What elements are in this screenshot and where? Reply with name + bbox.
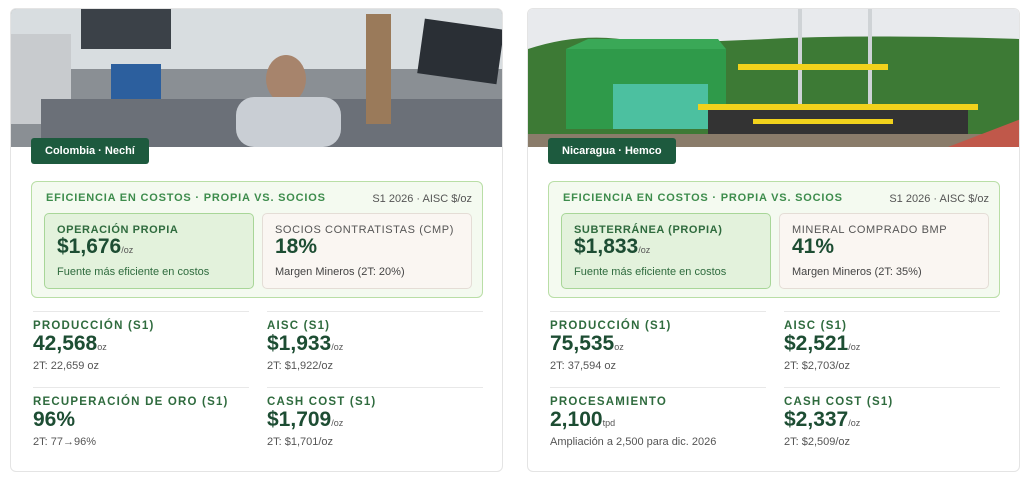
value-number: $2,337 [784,408,849,431]
value: 96% [33,408,75,432]
value-number: 75,535 [550,332,615,355]
value-number: $2,521 [784,332,849,355]
metric: PRODUCCIÓN (S1) 42,568oz 2T: 22,659 oz [33,311,249,381]
metric-label: CASH COST (S1) [784,396,894,408]
metric: CASH COST (S1) $1,709/oz 2T: $1,701/oz [267,387,483,457]
box-note: Margen Mineros (2T: 20%) [275,266,405,278]
unit: /oz [638,245,651,255]
value: 75,535oz [550,332,624,356]
value-number: $1,933 [267,332,332,355]
card: Colombia · Nechí EFICIENCIA EN COSTOS · … [10,8,503,472]
photo [11,9,502,147]
metric: AISC (S1) $1,933/oz 2T: $1,922/oz [267,311,483,381]
value: $1,833/oz [574,235,650,259]
comparison-box: SUBTERRÁNEA (PROPIA) $1,833/oz Fuente más … [561,213,771,289]
value-number: $1,676 [57,235,122,258]
panel-title: EFICIENCIA EN COSTOS · PROPIA VS. SOCIOS [563,192,843,204]
metric-label: AISC (S1) [784,320,848,332]
unit: tpd [602,418,616,428]
efficiency-panel: EFICIENCIA EN COSTOS · PROPIA VS. SOCIOS… [31,181,483,298]
value-number: 96% [33,408,76,431]
unit: /oz [331,342,344,352]
value: $2,521/oz [784,332,860,356]
value: 42,568oz [33,332,107,356]
metric-sub: 2T: 37,594 oz [550,360,617,372]
panel-meta: S1 2026 · AISC $/oz [889,193,989,205]
panel-meta: S1 2026 · AISC $/oz [372,193,472,205]
value: $1,933/oz [267,332,343,356]
value: $2,337/oz [784,408,860,432]
unit: /oz [331,418,344,428]
panel-title: EFICIENCIA EN COSTOS · PROPIA VS. SOCIOS [46,192,326,204]
value: $1,676/oz [57,235,133,259]
value-number: $1,833 [574,235,639,258]
unit: /oz [848,342,861,352]
metric: CASH COST (S1) $2,337/oz 2T: $2,509/oz [784,387,1000,457]
box-note: Fuente más eficiente en costos [574,266,727,278]
location-tag: Nicaragua · Hemco [548,138,676,164]
box-label: MINERAL COMPRADO BMP [792,224,948,236]
value: 2,100tpd [550,408,615,432]
value: 18% [275,235,317,259]
unit: /oz [121,245,134,255]
efficiency-panel: EFICIENCIA EN COSTOS · PROPIA VS. SOCIOS… [548,181,1000,298]
metric-label: RECUPERACIÓN DE ORO (S1) [33,396,229,408]
comparison-box: MINERAL COMPRADO BMP 41% Margen Mineros (2… [779,213,989,289]
metric-sub: 2T: $1,701/oz [267,436,334,448]
value: $1,709/oz [267,408,343,432]
metric-sub: 2T: 77→96% [33,436,96,448]
metric-label: CASH COST (S1) [267,396,377,408]
unit: oz [97,342,107,352]
value-number: $1,709 [267,408,332,431]
metric-sub: 2T: $2,703/oz [784,360,851,372]
box-label: OPERACIÓN PROPIA [57,224,179,236]
comparison-box: OPERACIÓN PROPIA $1,676/oz Fuente más efic… [44,213,254,289]
metric-sub: Ampliación a 2,500 para dic. 2026 [550,436,717,448]
photo [528,9,1019,147]
metric-label: PRODUCCIÓN (S1) [550,320,672,332]
value-number: 2,100 [550,408,603,431]
metric: PRODUCCIÓN (S1) 75,535oz 2T: 37,594 oz [550,311,766,381]
box-label: SUBTERRÁNEA (PROPIA) [574,224,723,236]
unit: oz [614,342,624,352]
metric-label: PRODUCCIÓN (S1) [33,320,155,332]
metric-sub: 2T: $1,922/oz [267,360,334,372]
metric: PROCESAMIENTO 2,100tpd Ampliación a 2,500 … [550,387,766,457]
value: 41% [792,235,834,259]
box-note: Fuente más eficiente en costos [57,266,210,278]
metric-label: AISC (S1) [267,320,331,332]
box-note: Margen Mineros (2T: 35%) [792,266,922,278]
comparison-box: SOCIOS CONTRATISTAS (CMP) 18% Margen Miner… [262,213,472,289]
metric: RECUPERACIÓN DE ORO (S1) 96% 2T: 77→96% [33,387,249,457]
metric: AISC (S1) $2,521/oz 2T: $2,703/oz [784,311,1000,381]
value-number: 18% [275,235,318,258]
metric-sub: 2T: $2,509/oz [784,436,851,448]
box-label: SOCIOS CONTRATISTAS (CMP) [275,224,454,236]
card: Nicaragua · Hemco EFICIENCIA EN COSTOS ·… [527,8,1020,472]
metric-label: PROCESAMIENTO [550,396,667,408]
value-number: 41% [792,235,835,258]
value-number: 42,568 [33,332,98,355]
metric-sub: 2T: 22,659 oz [33,360,100,372]
unit: /oz [848,418,861,428]
location-tag: Colombia · Nechí [31,138,149,164]
